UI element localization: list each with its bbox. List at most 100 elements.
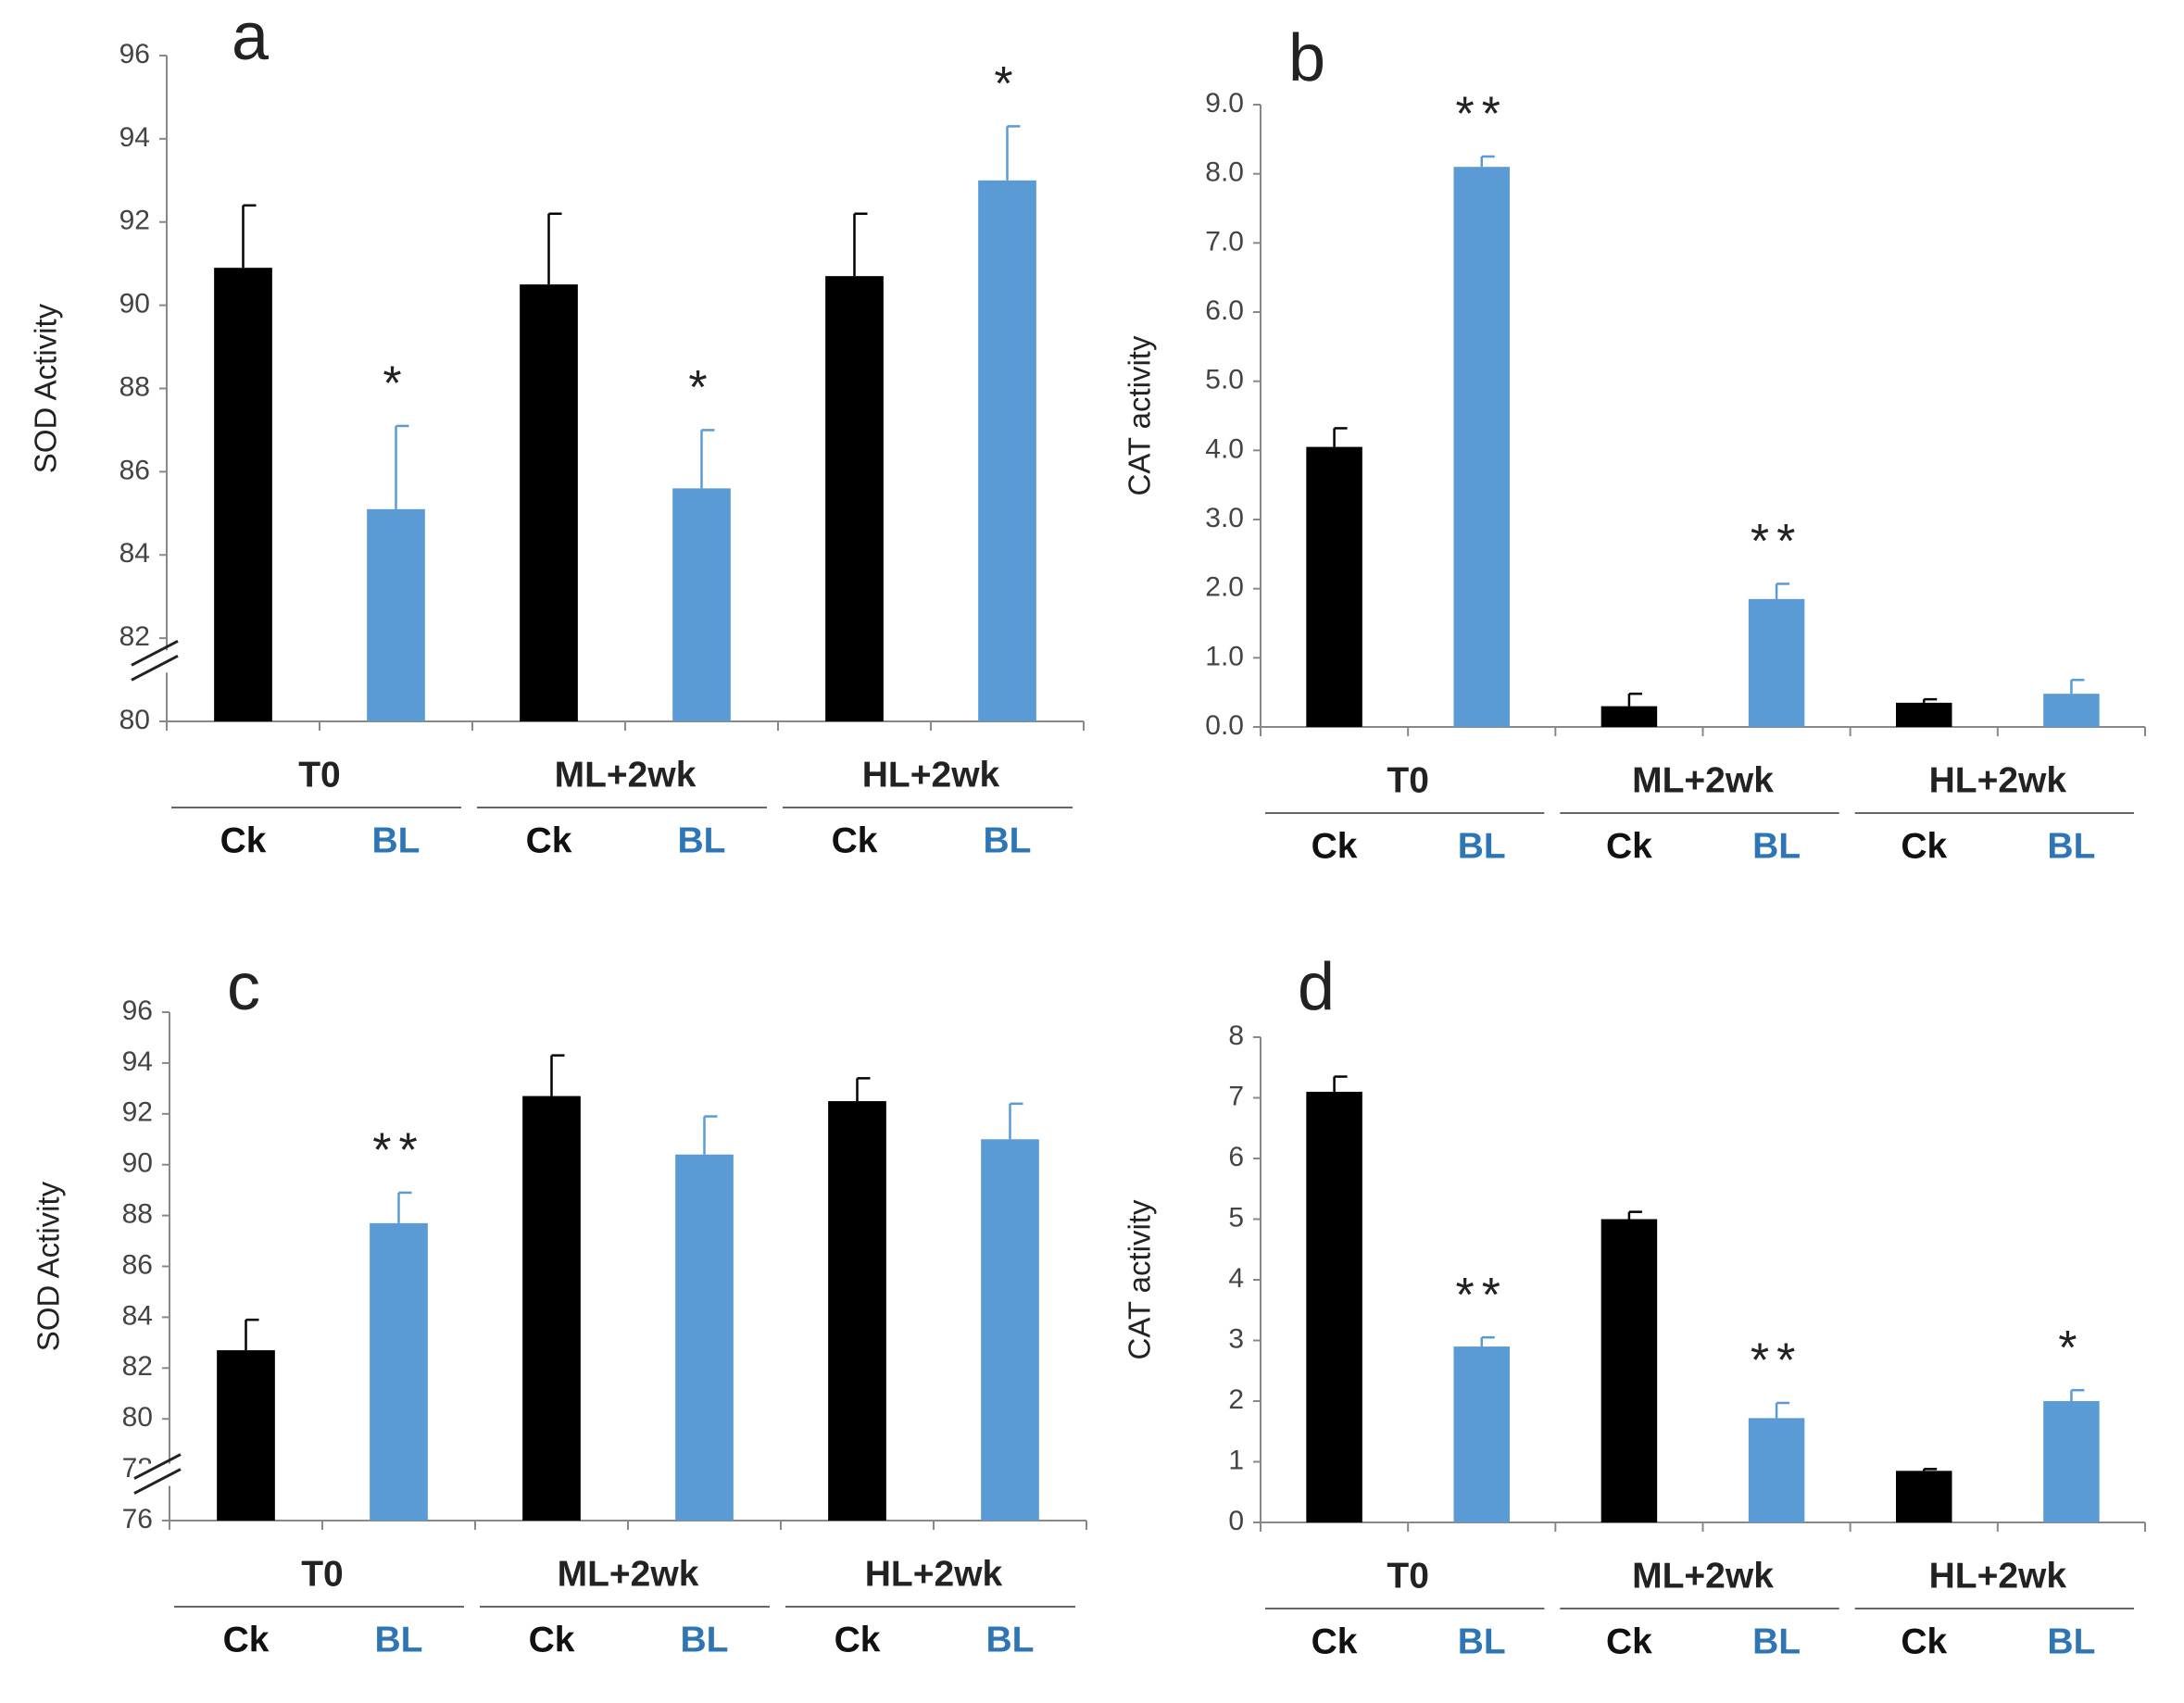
significance: ** — [1456, 1269, 1508, 1322]
significance: ** — [1456, 88, 1508, 142]
y-tick-label: 8 — [1228, 1021, 1244, 1051]
series-label: BL — [678, 820, 726, 860]
y-tick-label: 94 — [119, 122, 150, 153]
bar — [828, 1101, 886, 1521]
series-label: BL — [375, 1620, 423, 1659]
bar — [217, 1350, 275, 1521]
series-label: Ck — [1606, 826, 1652, 866]
y-tick-label: 6 — [1228, 1142, 1244, 1172]
bar — [1748, 1418, 1805, 1522]
y-tick-label: 90 — [122, 1148, 153, 1179]
y-tick-label: 5 — [1228, 1202, 1244, 1233]
series-label: BL — [2047, 826, 2095, 866]
series-label: Ck — [1606, 1622, 1652, 1661]
axis-break — [133, 1468, 182, 1495]
group-label: ML+2wk — [558, 1554, 699, 1594]
axis-break — [131, 639, 179, 667]
y-tick-label: 80 — [119, 705, 150, 735]
series-label: BL — [984, 820, 1032, 860]
y-tick-label: 82 — [119, 621, 150, 652]
y-tick-label: 92 — [122, 1097, 153, 1128]
bar — [675, 1154, 734, 1521]
bar — [367, 508, 425, 721]
y-tick-label: 84 — [119, 538, 150, 569]
significance: * — [994, 57, 1020, 111]
group-label: HL+2wk — [865, 1554, 1003, 1594]
group-label: HL+2wk — [862, 755, 1000, 795]
bar — [1896, 1471, 1952, 1522]
significance: * — [688, 361, 714, 415]
y-tick-label: 90 — [119, 289, 150, 319]
panel-label: c — [227, 950, 260, 1024]
bar — [370, 1222, 428, 1521]
series-label: BL — [2047, 1622, 2095, 1661]
y-tick-label: 3.0 — [1205, 503, 1244, 533]
y-axis-label: CAT activity — [1123, 1199, 1157, 1359]
series-label: Ck — [835, 1620, 881, 1659]
bar — [1306, 1091, 1362, 1522]
y-tick-label: 6.0 — [1205, 295, 1244, 326]
y-tick-label: 5.0 — [1205, 365, 1244, 395]
y-tick-label: 3 — [1228, 1323, 1244, 1354]
y-axis-label: SOD Activity — [29, 303, 63, 473]
bar — [520, 284, 578, 721]
y-tick-label: 84 — [122, 1300, 153, 1331]
y-tick-label: 96 — [122, 996, 153, 1026]
y-tick-label: 96 — [119, 39, 150, 69]
series-label: BL — [986, 1620, 1035, 1659]
group-label: T0 — [1387, 1556, 1429, 1596]
group-label: T0 — [298, 755, 341, 795]
series-label: BL — [372, 820, 420, 860]
significance: ** — [1751, 1334, 1802, 1388]
y-axis-label: CAT activity — [1123, 335, 1157, 495]
series-label: BL — [681, 1620, 729, 1659]
bar — [1306, 446, 1362, 727]
y-tick-label: 82 — [122, 1351, 153, 1382]
y-tick-label: 8.0 — [1205, 157, 1244, 188]
bar — [1453, 1346, 1510, 1522]
significance: ** — [372, 1124, 424, 1178]
group-label: ML+2wk — [1632, 760, 1774, 800]
y-tick-label: 0 — [1228, 1506, 1244, 1536]
group-label: ML+2wk — [1632, 1556, 1774, 1596]
series-label: Ck — [1901, 1622, 1947, 1661]
bar — [1600, 706, 1658, 727]
series-label: Ck — [529, 1620, 575, 1659]
y-tick-label: 2.0 — [1205, 572, 1244, 603]
y-tick-label: 88 — [119, 371, 150, 402]
bar — [825, 276, 884, 721]
bar — [1748, 598, 1805, 727]
bar — [2043, 694, 2100, 727]
y-tick-label: 94 — [122, 1046, 153, 1077]
axis-break — [131, 654, 179, 682]
group-label: ML+2wk — [555, 755, 697, 795]
y-tick-label: 80 — [122, 1402, 153, 1433]
series-label: Ck — [1312, 826, 1358, 866]
y-tick-label: 4 — [1228, 1263, 1244, 1294]
series-label: BL — [1752, 826, 1801, 866]
bar — [2043, 1401, 2100, 1522]
y-tick-label: 76 — [122, 1504, 153, 1534]
bar — [672, 488, 731, 721]
series-label: Ck — [220, 820, 267, 860]
series-label: Ck — [1901, 826, 1947, 866]
significance: * — [2058, 1321, 2084, 1375]
y-tick-label: 1 — [1228, 1445, 1244, 1475]
group-label: HL+2wk — [1929, 760, 2067, 800]
series-label: BL — [1752, 1622, 1801, 1661]
axis-break — [133, 1453, 182, 1480]
y-tick-label: 86 — [122, 1249, 153, 1280]
series-label: BL — [1458, 1622, 1506, 1661]
y-tick-label: 92 — [119, 206, 150, 236]
y-tick-label: 2 — [1228, 1384, 1244, 1415]
series-label: BL — [1458, 826, 1506, 866]
group-label: HL+2wk — [1929, 1556, 2067, 1596]
panel-label: b — [1288, 21, 1325, 95]
bar — [1600, 1219, 1658, 1522]
y-tick-label: 0.0 — [1205, 710, 1244, 741]
y-tick-label: 1.0 — [1205, 641, 1244, 671]
bar — [978, 180, 1036, 721]
y-tick-label: 9.0 — [1205, 88, 1244, 119]
